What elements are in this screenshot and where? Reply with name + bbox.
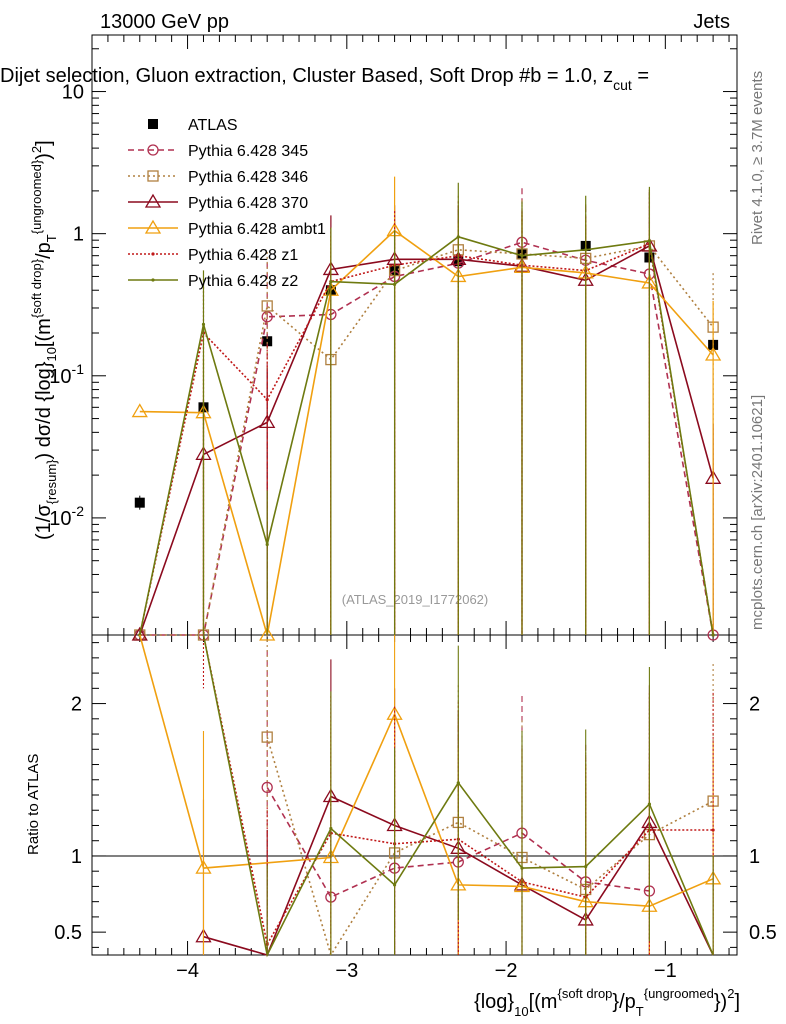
series-line-pythia-6-428-z2 [139,235,714,636]
data-point-pythia-6-428-z2 [711,633,715,637]
data-point-pythia-6-428-346 [261,300,273,312]
main-series-group [131,176,722,641]
data-point-pythia-6-428-z2 [265,542,269,547]
legend-marker-atlas [148,119,158,129]
y-axis-label-main: (1/σ{resum}) dσ/d {log}10[(m{soft drop}/… [29,140,59,540]
series-pythia-6-428-z2 [138,182,715,637]
data-point-pythia-6-428-z2 [329,280,333,284]
data-point-pythia-6-428-z2 [392,282,397,286]
legend-label-pythia-6-428-346: Pythia 6.428 346 [188,169,308,186]
ratio-point-pythia-6-428-z2 [647,802,652,806]
ratio-point-pythia-6-428-z2 [392,883,397,887]
legend-marker-pythia-6-428-345 [147,144,159,156]
legend-label-pythia-6-428-z2: Pythia 6.428 z2 [188,273,298,290]
rivet-version-label: Rivet 4.1.0, ≥ 3.7M events [749,71,766,245]
series-line-pythia-6-428-346 [139,245,714,636]
series-line-pythia-6-428-345 [139,241,714,636]
legend-label-atlas: ATLAS [188,117,238,134]
data-point-atlas [262,336,273,347]
legend-label-pythia-6-428-z1: Pythia 6.428 z1 [188,247,298,264]
legend-marker-pythia-6-428-z2 [151,278,155,282]
x-axis-label: {log}10[(m{soft drop}/pT{ungroomed})2] [474,986,740,1019]
y-tick-label-ratio: 1 [71,846,82,868]
data-point-pythia-6-428-z2 [584,248,588,252]
series-line-pythia-6-428-ambt1 [139,229,714,636]
legend: ATLAS Pythia 6.428 345 Pythia 6.428 346 Pyt… [128,117,326,290]
y-tick-label-main: 10-2 [49,503,84,530]
legend-marker-pythia-6-428-346 [147,170,159,182]
plot-title-main: Dijet selection, Gluon extraction, Clust… [0,65,613,87]
analysis-watermark: (ATLAS_2019_I1772062) [342,592,488,607]
plot-title-sub: cut [613,77,632,93]
header-jets-label: Jets [693,11,730,33]
series-line-pythia-6-428-z1 [139,242,714,636]
plot-title: Dijet selection, Gluon extraction, Clust… [0,65,649,93]
y-tick-label-main: 10 [62,82,84,104]
ratio-point-pythia-6-428-z2 [456,781,460,785]
y-tick-label-main: 1 [73,224,84,246]
x-tick-label: −2 [495,960,518,982]
ratio-point-pythia-6-428-z1 [711,828,715,832]
ratio-line-pythia-6-428-346 [266,736,714,957]
data-point-pythia-6-428-z2 [456,235,460,239]
data-point-pythia-6-428-370 [131,626,148,641]
legend-label-pythia-6-428-345: Pythia 6.428 345 [188,143,308,160]
axis-ticks: −4 −3 −2 −1 10-2 10-1 1 10 0.5 0.5 1 1 2 2 [49,35,777,982]
mcplots-label: mcplots.cern.ch [arXiv:2401.10621] [749,395,766,630]
y-tick-label-ratio-right: 1 [749,846,760,868]
ratio-series-pythia-6-428-z1 [202,634,715,955]
ratio-point-pythia-6-428-z2 [520,866,524,870]
ratio-plot-frame [91,634,738,956]
y-tick-label-ratio-right: 0.5 [749,922,777,944]
legend-marker-pythia-6-428-z1 [151,252,155,256]
y-tick-label-main: 10-1 [49,361,84,388]
data-point-pythia-6-428-345 [261,311,273,323]
ratio-series-group [139,634,722,958]
y-tick-label-ratio: 0.5 [54,922,82,944]
data-point-pythia-6-428-z2 [520,254,524,258]
data-point-atlas [134,497,145,508]
ratio-series-pythia-6-428-370 [195,659,714,956]
header-energy-label: 13000 GeV pp [100,11,229,33]
data-point-pythia-6-428-z2 [201,322,206,326]
data-point-pythia-6-428-ambt1 [704,346,722,361]
x-tick-label: −3 [335,960,358,982]
legend-label-pythia-6-428-ambt1: Pythia 6.428 ambt1 [188,221,326,238]
data-point-pythia-6-428-z1 [265,397,269,402]
ratio-point-pythia-6-428-ambt1 [195,859,212,874]
x-tick-label: −1 [654,960,677,982]
ratio-point-pythia-6-428-345 [261,781,273,794]
y-tick-label-ratio: 2 [71,694,82,716]
ratio-point-pythia-6-428-z2 [329,826,333,831]
ratio-point-pythia-6-428-z2 [584,865,588,869]
series-line-pythia-6-428-370 [139,244,714,636]
legend-marker-pythia-6-428-ambt1 [144,219,162,234]
plot-title-tail: = [632,65,649,87]
ratio-point-pythia-6-428-346 [261,731,273,743]
data-point-pythia-6-428-z2 [647,239,652,243]
y-axis-label-ratio: Ratio to ATLAS [25,754,42,855]
ratio-series-pythia-6-428-ambt1 [139,634,722,955]
x-tick-label: −4 [176,960,199,982]
data-point-pythia-6-428-ambt1 [131,403,148,418]
y-tick-label-ratio-right: 2 [749,694,760,716]
ratio-line-pythia-6-428-ambt1 [139,634,714,908]
legend-label-pythia-6-428-370: Pythia 6.428 370 [188,195,308,212]
legend-marker-pythia-6-428-370 [144,193,162,208]
ratio-series-pythia-6-428-z2 [202,634,714,958]
